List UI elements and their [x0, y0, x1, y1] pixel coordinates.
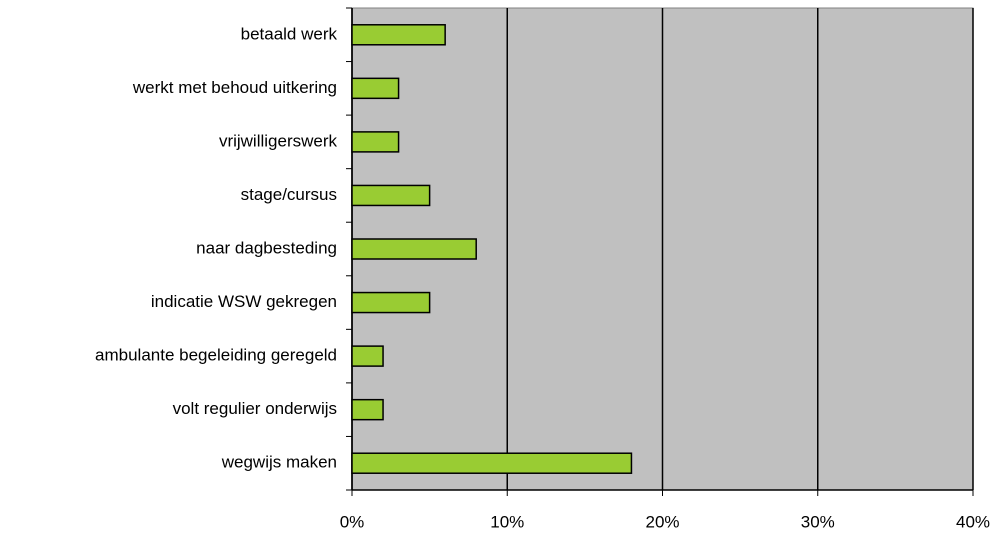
bar — [351, 184, 431, 207]
y-tick-label: naar dagbesteding — [196, 238, 337, 257]
bar — [351, 77, 400, 100]
y-tick-label: wegwijs maken — [221, 453, 337, 472]
y-tick-label: stage/cursus — [241, 185, 337, 204]
x-tick-label: 40% — [956, 512, 990, 531]
y-tick-label: volt regulier onderwijs — [173, 399, 337, 418]
y-tick-label: betaald werk — [241, 24, 338, 43]
bar — [351, 24, 446, 46]
bar — [351, 131, 400, 153]
x-tick-label: 20% — [645, 512, 679, 531]
bar — [351, 452, 633, 474]
x-tick-label: 30% — [801, 512, 835, 531]
y-tick-label: vrijwilligerswerk — [219, 131, 338, 150]
x-tick-label: 10% — [490, 512, 524, 531]
bar — [351, 345, 384, 367]
bar — [351, 398, 384, 421]
y-tick-label: werkt met behoud uitkering — [132, 78, 337, 97]
y-tick-label: indicatie WSW gekregen — [151, 292, 337, 311]
y-tick-label: ambulante begeleiding geregeld — [95, 346, 337, 365]
bar — [351, 291, 431, 314]
x-tick-label: 0% — [340, 512, 365, 531]
bar — [351, 238, 477, 260]
